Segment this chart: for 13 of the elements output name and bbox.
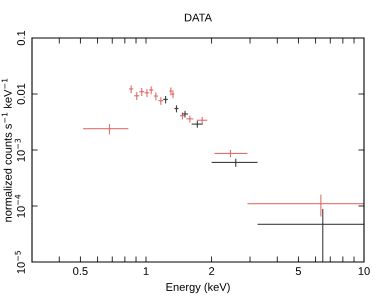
x-tick-label: 5: [296, 267, 301, 276]
x-tick-label: 1: [144, 267, 149, 275]
chart-title: DATA: [184, 14, 212, 22]
x-tick-label: 2: [209, 267, 214, 275]
y-tick-label: 10$^{−5}$: [14, 250, 25, 274]
x-tick-label: 0.5: [73, 267, 88, 276]
y-tick-label: 10$^{−4}$: [14, 194, 25, 218]
y-tick-label: 10$^{−3}$: [14, 138, 25, 162]
x-axis-title: Energy (keV): [166, 282, 230, 294]
y-tick-label: 0.1: [17, 30, 25, 46]
x-tick-label: 10: [358, 267, 370, 276]
y-axis-title: normalized counts s$^{−1}$ keV$^{−1}$: [2, 78, 12, 222]
y-tick-label: 0.01: [17, 84, 25, 104]
